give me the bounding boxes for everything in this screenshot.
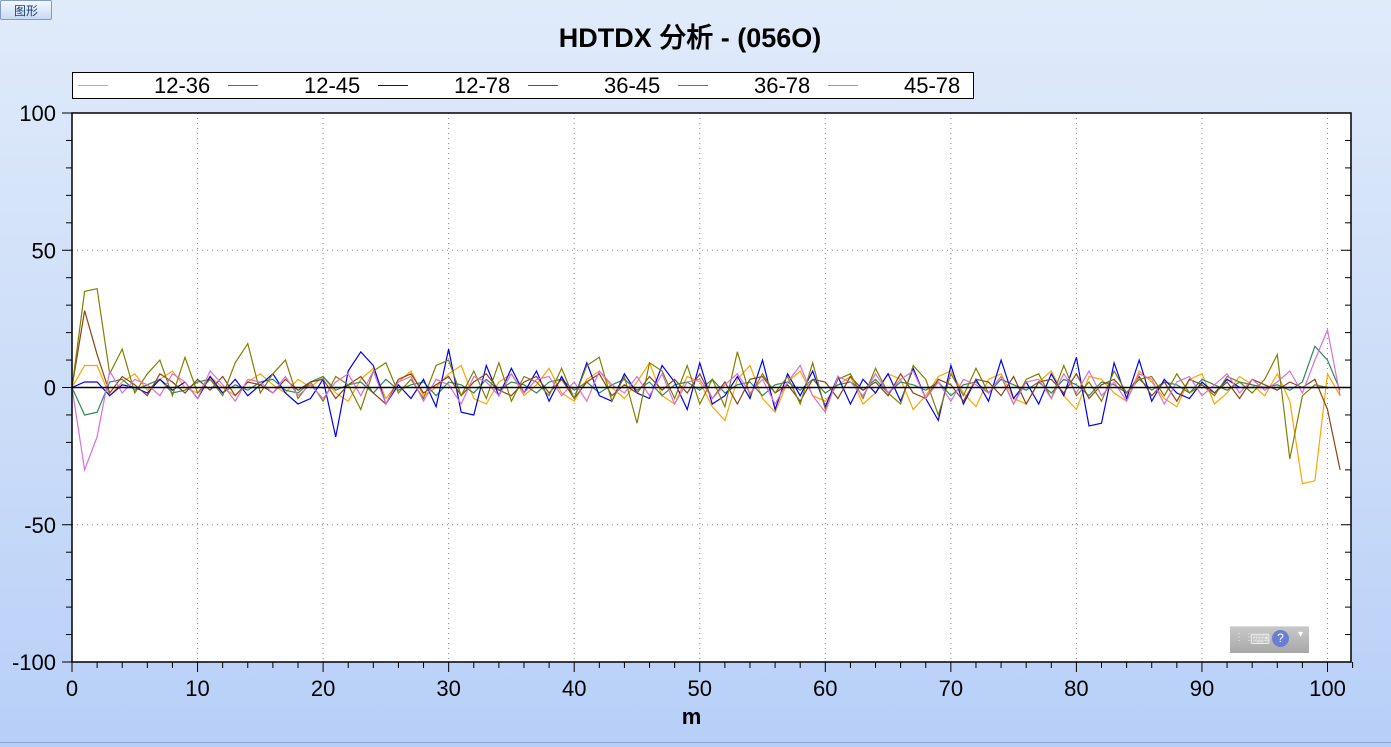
legend-label: 12-36 (154, 72, 211, 98)
x-tick-label: 10 (185, 676, 209, 701)
chart-title: HDTDX 分析 - (056O) (558, 23, 822, 53)
legend-line-swatch (378, 85, 408, 86)
series-line-12-78 (71, 348, 1328, 438)
legend-item: 12-78 (373, 73, 523, 99)
legend-line-swatch (228, 85, 258, 86)
legend-label: 45-78 (904, 72, 961, 98)
legend-item: 45-78 (823, 73, 973, 99)
legend-label: 12-45 (304, 72, 361, 98)
y-tick-label: -100 (12, 650, 56, 675)
x-tick-label: 90 (1190, 676, 1214, 701)
legend-label: 36-45 (604, 72, 661, 98)
y-tick-label: 100 (19, 101, 56, 126)
minimize-icon[interactable]: ▾ (1298, 629, 1304, 640)
legend-line-swatch (828, 85, 858, 86)
legend-line-swatch (528, 85, 558, 86)
y-tick-label: 0 (44, 376, 56, 401)
legend-item: 36-45 (523, 73, 673, 99)
input-method-toolbar[interactable]: ⋮⋮ ⌨ ? ▾ (1230, 626, 1309, 653)
help-icon[interactable]: ? (1272, 630, 1289, 647)
series-line-45-78 (71, 327, 1341, 473)
series-line-36-78 (71, 287, 1328, 460)
legend-line-swatch (78, 85, 108, 86)
legend-item: 12-45 (223, 73, 373, 99)
x-tick-label: 60 (813, 676, 837, 701)
x-tick-label: 20 (311, 676, 335, 701)
keyboard-icon[interactable]: ⌨ (1250, 631, 1271, 647)
x-tick-label: 70 (939, 676, 963, 701)
y-tick-label: 50 (32, 238, 56, 263)
window-bottom-border (0, 742, 1391, 743)
x-tick-label: 0 (66, 676, 78, 701)
legend-line-swatch (678, 85, 708, 86)
x-tick-label: 30 (436, 676, 460, 701)
x-tick-label: 40 (562, 676, 586, 701)
legend-label: 12-78 (454, 72, 511, 98)
legend-label: 36-78 (754, 72, 811, 98)
chart-legend: 12-36 12-45 12-78 36-45 36-78 45-78 (72, 72, 974, 99)
y-tick-label: -50 (24, 513, 56, 538)
grip-icon: ⋮⋮ (1234, 632, 1254, 643)
x-tick-label: 100 (1309, 676, 1346, 701)
legend-item: 12-36 (73, 73, 223, 99)
legend-item: 36-78 (673, 73, 823, 99)
x-tick-label: 50 (688, 676, 712, 701)
graph-tab-button[interactable]: 图形 (0, 0, 52, 20)
x-tick-label: 80 (1064, 676, 1088, 701)
x-axis-label: m (682, 704, 702, 729)
